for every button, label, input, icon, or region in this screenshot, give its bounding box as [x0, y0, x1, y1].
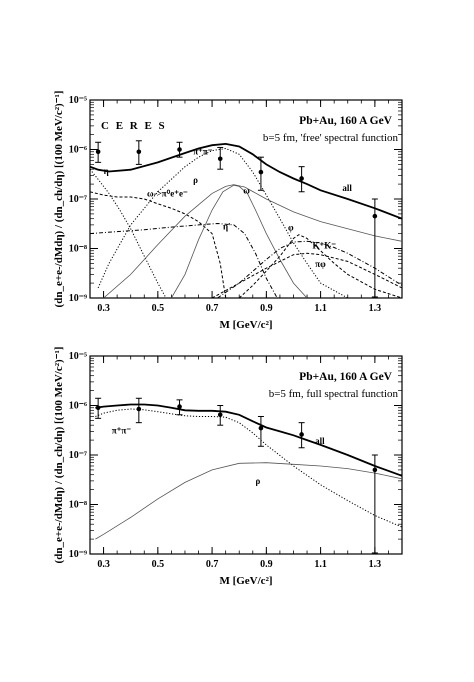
- data-marker: [372, 467, 378, 473]
- data-point: [95, 141, 102, 163]
- bottom-curves: [95, 403, 402, 540]
- curve-label: φ: [288, 223, 294, 233]
- x-tick-label: 0.5: [152, 559, 165, 570]
- curve-label: πφ: [315, 259, 326, 269]
- curve-label: π⁺π⁻: [112, 426, 132, 436]
- data-marker: [299, 176, 304, 181]
- series-line: [90, 222, 278, 298]
- top-y-axis-title: (dn_e+e-/dMdη) / (dn_ch/dη) [(100 MeV/c²…: [53, 91, 65, 308]
- y-tick-label: 10⁻⁸: [69, 244, 87, 255]
- data-point: [371, 454, 378, 554]
- data-point: [217, 405, 224, 426]
- bottom-x-axis-title: M [GeV/c²]: [219, 575, 272, 587]
- y-tick-label: 10⁻⁹: [69, 549, 87, 560]
- x-tick-label: 0.7: [206, 303, 219, 314]
- bottom-system-label: Pb+Au, 160 A GeV: [299, 371, 393, 383]
- top-system-label: Pb+Au, 160 A GeV: [299, 115, 393, 127]
- series-line: [103, 184, 402, 298]
- curve-label: ω: [243, 185, 250, 195]
- series-line: [90, 168, 167, 298]
- y-tick-label: 10⁻⁵: [69, 95, 87, 106]
- top-curve-labels: all π⁺π⁻ η ω->π⁰e⁺e⁻ ρ ω η' φ K⁺K⁻ πφ: [104, 146, 353, 269]
- curve-label: π⁺π⁻: [193, 146, 213, 156]
- curve-label: K⁺K⁻: [312, 241, 336, 251]
- top-x-axis-title: M [GeV/c²]: [219, 319, 272, 331]
- y-tick-label: 10⁻⁶: [69, 145, 87, 156]
- curve-label: ρ: [255, 476, 260, 486]
- curve-label: ω->π⁰e⁺e⁻: [147, 189, 188, 199]
- x-tick-label: 1.1: [314, 303, 327, 314]
- curve-label: all: [315, 436, 325, 446]
- data-point: [298, 166, 305, 193]
- data-marker: [258, 169, 264, 175]
- x-tick-label: 0.3: [97, 303, 110, 314]
- bottom-y-axis-title: (dn_e+e-/dMdη) / (dn_ch/dη) [(100 MeV/c²…: [53, 347, 65, 564]
- curve-label: η': [223, 222, 231, 232]
- series-line: [90, 191, 227, 298]
- x-tick-label: 1.3: [369, 559, 382, 570]
- y-tick-label: 10⁻⁵: [69, 351, 87, 362]
- y-tick-label: 10⁻⁶: [69, 401, 87, 412]
- data-point: [217, 146, 224, 170]
- data-marker: [95, 149, 101, 155]
- data-point: [135, 397, 142, 424]
- top-panel: 0.3 0.5 0.7 0.9 1.1 1.3 10⁻⁹ 10⁻⁸ 10⁻⁷ 10⁻⁶ 10⁻⁵ a…: [53, 91, 403, 331]
- bottom-axis-ticks: 0.3 0.5 0.7 0.9 1.1 1.3 10⁻⁹ 10⁻⁸ 10⁻⁷ 10⁻⁶ 10⁻⁵: [69, 351, 402, 570]
- data-point: [176, 399, 183, 416]
- x-tick-label: 0.9: [260, 559, 273, 570]
- bottom-plot-frame: [89, 355, 403, 555]
- top-curves: [90, 142, 402, 298]
- y-tick-label: 10⁻⁹: [69, 293, 87, 304]
- data-point: [371, 198, 378, 298]
- data-point: [257, 415, 264, 447]
- series-line: [95, 403, 402, 477]
- series-line: [90, 142, 402, 220]
- data-marker: [136, 406, 142, 412]
- data-point: [95, 397, 102, 419]
- data-marker: [177, 404, 182, 409]
- data-marker: [299, 432, 304, 437]
- top-axis-ticks: 0.3 0.5 0.7 0.9 1.1 1.3 10⁻⁹ 10⁻⁸ 10⁻⁷ 10⁻⁶ 10⁻⁵: [69, 95, 402, 314]
- data-point: [298, 422, 305, 449]
- series-line: [211, 252, 402, 298]
- data-point: [257, 156, 264, 191]
- series-line: [95, 408, 402, 528]
- bottom-condition-label: b=5 fm, full spectral function: [269, 388, 399, 400]
- curve-label: η: [104, 166, 109, 176]
- series-line: [217, 240, 402, 298]
- curve-label: all: [342, 183, 352, 193]
- x-tick-label: 1.3: [369, 303, 382, 314]
- top-condition-label: b=5 fm, 'free' spectral function: [263, 132, 399, 144]
- data-marker: [258, 425, 264, 431]
- y-tick-label: 10⁻⁷: [69, 194, 87, 205]
- data-marker: [372, 213, 378, 219]
- bottom-data-points: [95, 397, 378, 554]
- bottom-panel: 0.3 0.5 0.7 0.9 1.1 1.3 10⁻⁹ 10⁻⁸ 10⁻⁷ 10⁻⁶ 10⁻⁵ a…: [53, 347, 403, 587]
- data-marker: [217, 412, 223, 418]
- data-marker: [177, 147, 182, 152]
- top-experiment-label: C E R E S: [101, 120, 167, 132]
- curve-label: ρ: [193, 175, 198, 185]
- top-data-points: [95, 140, 378, 298]
- x-tick-label: 0.5: [152, 303, 165, 314]
- data-marker: [136, 149, 142, 155]
- bottom-curve-labels: all π⁺π⁻ ρ: [112, 426, 325, 486]
- x-tick-label: 0.7: [206, 559, 219, 570]
- series-line: [97, 147, 348, 298]
- y-tick-label: 10⁻⁸: [69, 500, 87, 511]
- series-line: [171, 184, 308, 298]
- x-tick-label: 1.1: [314, 559, 327, 570]
- data-point: [135, 140, 142, 165]
- x-tick-label: 0.9: [260, 303, 273, 314]
- y-tick-label: 10⁻⁷: [69, 450, 87, 461]
- data-point: [176, 141, 183, 158]
- x-tick-label: 0.3: [97, 559, 110, 570]
- series-line: [95, 462, 402, 540]
- data-marker: [217, 156, 223, 162]
- data-marker: [95, 405, 101, 411]
- series-line: [238, 234, 402, 298]
